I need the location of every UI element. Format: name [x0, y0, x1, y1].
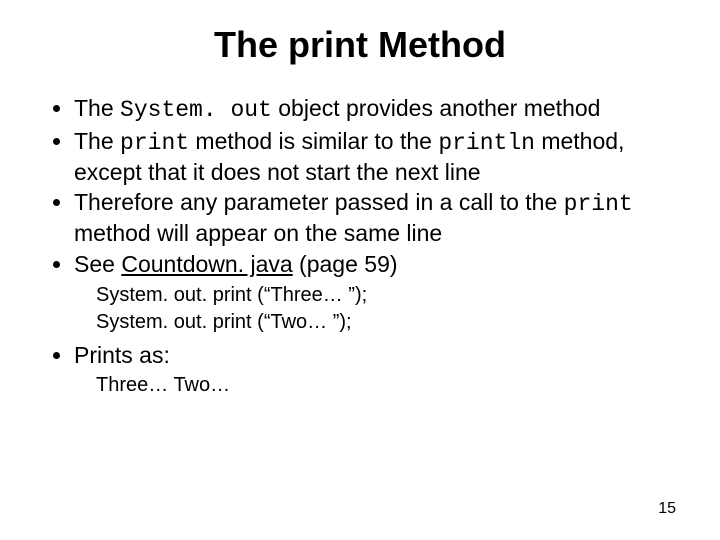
- bullet-3-text-pre: Therefore any parameter passed in a call…: [74, 189, 564, 215]
- bullet-3-code: print: [564, 191, 633, 217]
- page-number: 15: [658, 500, 676, 518]
- code-line-1: System. out. print (“Three… ”);: [96, 283, 680, 308]
- code-example-block: System. out. print (“Three… ”); System. …: [74, 283, 680, 335]
- output-line: Three… Two…: [96, 373, 680, 398]
- bullet-3-text-post: method will appear on the same line: [74, 220, 442, 246]
- bullet-1-text-post: object provides another method: [272, 95, 601, 121]
- bullet-4: See Countdown. java (page 59) System. ou…: [74, 250, 680, 335]
- bullet-2: The print method is similar to the print…: [74, 127, 680, 187]
- bullet-5-text: Prints as:: [74, 342, 170, 368]
- countdown-java-link[interactable]: Countdown. java: [121, 251, 292, 277]
- bullet-1-code: System. out: [120, 97, 272, 123]
- slide-title: The print Method: [40, 24, 680, 66]
- bullet-2-text-pre: The: [74, 128, 120, 154]
- bullet-1: The System. out object provides another …: [74, 94, 680, 125]
- slide: The print Method The System. out object …: [0, 0, 720, 540]
- bullet-list: The System. out object provides another …: [40, 94, 680, 398]
- bullet-2-code-2: println: [438, 130, 535, 156]
- bullet-2-text-mid: method is similar to the: [189, 128, 438, 154]
- bullet-5: Prints as: Three… Two…: [74, 341, 680, 399]
- bullet-2-code-1: print: [120, 130, 189, 156]
- bullet-1-text-pre: The: [74, 95, 120, 121]
- code-line-2: System. out. print (“Two… ”);: [96, 310, 680, 335]
- output-block: Three… Two…: [74, 373, 680, 398]
- bullet-3: Therefore any parameter passed in a call…: [74, 188, 680, 248]
- bullet-4-text-post: (page 59): [293, 251, 398, 277]
- bullet-4-text-pre: See: [74, 251, 121, 277]
